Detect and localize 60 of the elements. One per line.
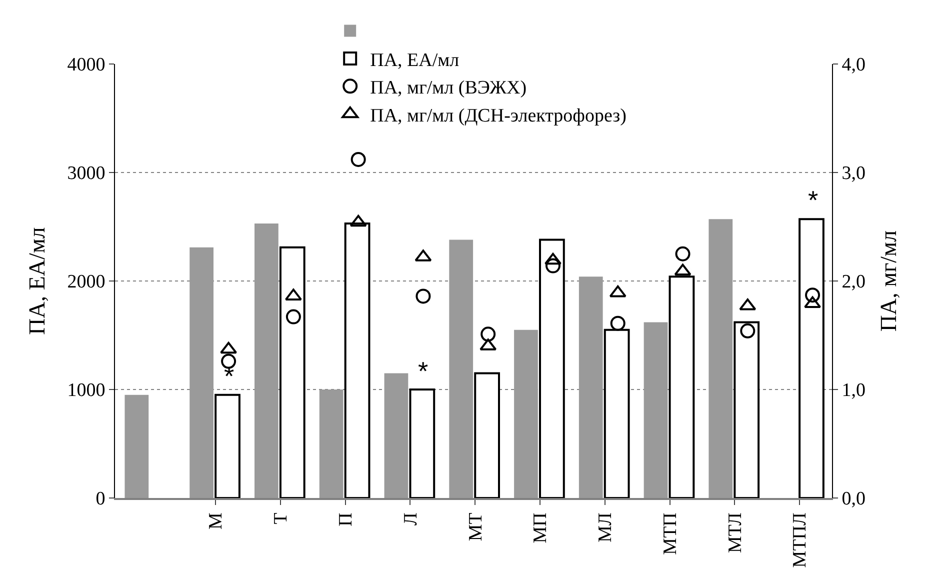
point xyxy=(545,258,560,274)
bar xyxy=(254,224,278,498)
bar xyxy=(449,240,474,498)
y-axis-title: ПА, ЕА/мл xyxy=(24,227,50,335)
bar xyxy=(578,276,603,498)
point xyxy=(804,296,822,308)
point xyxy=(220,342,238,354)
y2-tick-label: 0,0 xyxy=(842,488,866,510)
bar xyxy=(384,373,408,498)
point xyxy=(805,288,820,303)
y-tick-label: 0 xyxy=(96,488,106,510)
legend-label: ПА, мг/мл (ДСН-электрофорез) xyxy=(370,105,626,126)
point xyxy=(480,326,496,342)
bar xyxy=(214,394,240,498)
x-tick-label: М xyxy=(206,512,227,530)
point xyxy=(610,316,626,331)
bar xyxy=(190,247,214,498)
point xyxy=(416,288,431,304)
y2-tick-label: 4,0 xyxy=(842,54,866,76)
x-tick-label: П xyxy=(336,512,357,526)
bar xyxy=(279,246,306,498)
bar xyxy=(734,321,760,498)
point xyxy=(675,246,690,262)
y-tick-label: 2000 xyxy=(67,272,106,293)
bar xyxy=(798,218,824,498)
x-tick-label: МЛ xyxy=(595,512,616,542)
x-tick-label: Т xyxy=(270,512,292,524)
bar xyxy=(708,219,733,498)
point xyxy=(544,252,562,265)
point xyxy=(350,152,366,167)
bar xyxy=(539,238,565,498)
y2-tick-label: 3,0 xyxy=(842,163,866,184)
x-tick-label: МТП xyxy=(660,512,681,555)
bar xyxy=(409,388,436,498)
y-tick-label: 3000 xyxy=(67,163,106,184)
x-tick-label: МТ xyxy=(465,512,486,542)
y-tick-label: 1000 xyxy=(67,380,106,402)
bar xyxy=(514,330,538,498)
point xyxy=(221,354,236,369)
point xyxy=(739,298,756,310)
annotation: * xyxy=(808,185,818,215)
y2-tick-label: 1,0 xyxy=(842,380,866,402)
y2-tick-label: 2,0 xyxy=(842,272,866,293)
x-tick-label: МТПЛ xyxy=(790,512,811,568)
x-tick-label: Л xyxy=(400,512,422,526)
bar xyxy=(319,390,344,498)
y2-axis-title: ПА, мг/мл xyxy=(876,230,902,332)
annotation: * xyxy=(418,356,428,386)
x-tick-label: МТЛ xyxy=(724,512,746,554)
point xyxy=(350,214,367,227)
point xyxy=(286,309,301,324)
y-tick-label: 4000 xyxy=(67,54,106,76)
legend-label: ПА, ЕА/мл xyxy=(370,50,460,71)
legend-label: ПА, мг/мл (ВЭЖХ) xyxy=(370,78,527,99)
point xyxy=(740,323,756,338)
bar xyxy=(644,322,668,498)
bar xyxy=(474,372,500,498)
point xyxy=(609,285,626,298)
x-tick-label: МП xyxy=(530,512,552,544)
bar xyxy=(124,394,149,498)
